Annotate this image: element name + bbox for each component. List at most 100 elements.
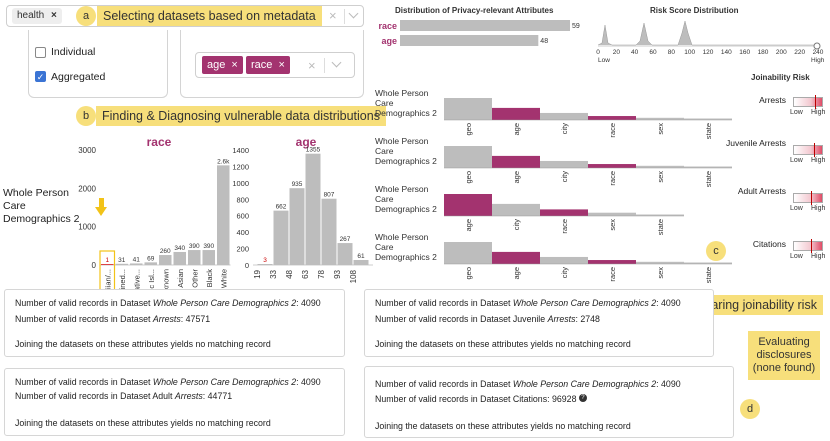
close-icon[interactable]: × <box>51 10 57 21</box>
disclosure-result: Joining the datasets on these attributes… <box>15 339 271 349</box>
privacy-attr-bar[interactable] <box>400 20 570 31</box>
risk-heat-marker <box>814 143 815 157</box>
join-attr-bar[interactable] <box>588 260 636 264</box>
dataset-label-line: Care <box>3 200 26 212</box>
dataset-label-line: Whole Person <box>3 187 69 199</box>
race-category-label: Native... <box>132 269 141 297</box>
race-bar[interactable] <box>217 165 230 265</box>
age-bar[interactable] <box>305 153 321 265</box>
join-attr-bar[interactable] <box>540 209 588 216</box>
race-category-label: Asian <box>176 269 185 288</box>
dataset-label-left: Whole Person Care Demographics 2 <box>3 187 79 226</box>
join-attr-bar[interactable] <box>444 242 492 264</box>
risk-heat-marker <box>814 95 816 109</box>
age-bar[interactable] <box>289 188 305 265</box>
join-attr-bar[interactable] <box>444 146 492 168</box>
y-tick-label: 1400 <box>232 146 249 155</box>
race-bar[interactable] <box>202 250 216 265</box>
join-attr-bar[interactable] <box>540 160 588 168</box>
risk-heat-bar <box>793 241 823 251</box>
privacy-dist-title: Distribution of Privacy-relevant Attribu… <box>395 6 554 15</box>
privacy-attr-bar[interactable] <box>400 35 539 46</box>
chevron-down-icon[interactable] <box>331 57 342 68</box>
join-attr-label: geo <box>464 171 473 184</box>
close-icon[interactable]: × <box>231 59 238 71</box>
join-attr-bar[interactable] <box>492 251 540 264</box>
join-attr-bar[interactable] <box>684 166 732 169</box>
join-dataset-name-line: Demographics 2 <box>375 156 437 166</box>
join-attr-label: age <box>464 219 473 232</box>
race-bar[interactable] <box>188 250 201 265</box>
checkbox-aggregated[interactable]: ✓ <box>35 71 46 82</box>
join-dataset-name-line: Care <box>375 242 394 252</box>
attribute-chip-race[interactable]: race × <box>246 56 290 74</box>
risk-low-label: Low <box>790 109 803 116</box>
join-attr-bar[interactable] <box>636 117 684 120</box>
race-bar-value: 69 <box>147 255 155 262</box>
search-tag-health[interactable]: health × <box>12 8 62 24</box>
age-bar[interactable] <box>257 264 273 265</box>
attribute-chip-age[interactable]: age × <box>202 56 243 74</box>
join-attr-bar[interactable] <box>588 164 636 168</box>
join-attr-bar[interactable] <box>444 194 492 216</box>
join-attr-label: race <box>608 171 617 186</box>
close-icon[interactable]: × <box>278 59 285 71</box>
race-bar[interactable] <box>159 255 172 265</box>
checkbox-individual[interactable] <box>35 47 46 58</box>
join-attr-bar[interactable] <box>636 214 684 217</box>
y-tick-label: 1000 <box>78 223 96 232</box>
race-bar[interactable] <box>115 263 129 265</box>
join-attr-bar[interactable] <box>588 212 636 216</box>
risk-high-label: High <box>811 109 826 116</box>
race-bar[interactable] <box>144 262 158 265</box>
race-bar[interactable] <box>130 263 143 265</box>
join-attr-bar[interactable] <box>636 261 684 264</box>
join-dataset-name: Whole Person Care Demographics 2 <box>375 232 437 262</box>
risk-high-label: High <box>811 253 826 260</box>
age-bar-value: 1355 <box>306 147 321 154</box>
attribute-chip-label: race <box>251 59 273 71</box>
join-attr-bar[interactable] <box>492 155 540 168</box>
race-chart-title: race <box>147 135 172 149</box>
search-tag-label: health <box>17 10 45 21</box>
age-bar[interactable] <box>353 259 369 265</box>
risk-heat-marker <box>811 191 812 205</box>
joinability-charts: geo age city race sex state geo age city race sex s… <box>444 98 732 283</box>
race-bar-value: 41 <box>133 256 141 263</box>
join-attr-bar[interactable] <box>540 256 588 264</box>
disclosure-panel-adult-arrests: Number of valid records in Dataset Whole… <box>4 368 345 436</box>
privacy-dist-chart: race 59 age 48 <box>378 20 580 46</box>
risk-heat-marker <box>811 239 812 253</box>
race-bar[interactable] <box>101 264 114 265</box>
join-attr-bar[interactable] <box>588 116 636 120</box>
risk-tick-label: 20 <box>613 49 621 56</box>
join-attr-label: geo <box>464 267 473 280</box>
join-attr-bar[interactable] <box>492 203 540 216</box>
race-bar[interactable] <box>173 251 187 265</box>
age-bar[interactable] <box>273 210 289 265</box>
join-attr-bar[interactable] <box>636 165 684 168</box>
age-bar[interactable] <box>337 243 353 265</box>
join-attr-bar[interactable] <box>444 98 492 120</box>
join-attr-bar[interactable] <box>540 112 588 120</box>
disclosure-result: Joining the datasets on these attributes… <box>15 418 271 428</box>
help-icon[interactable]: ? <box>578 394 587 402</box>
risk-slider-handle[interactable] <box>813 42 821 50</box>
join-attr-bar[interactable] <box>492 107 540 120</box>
risk-tick-label: 40 <box>631 49 639 56</box>
age-category-label: 93 <box>333 269 342 278</box>
chevron-down-icon[interactable] <box>348 8 359 19</box>
risk-high-label: High <box>811 205 826 212</box>
join-attr-bar[interactable] <box>684 118 732 121</box>
risk-low-label: Low <box>598 57 610 64</box>
clear-icon[interactable]: × <box>308 58 316 73</box>
risk-tick-label: 80 <box>668 49 676 56</box>
clear-icon[interactable]: × <box>329 8 337 23</box>
join-attr-bar[interactable] <box>684 262 732 265</box>
join-attr-label: sex <box>656 123 665 135</box>
disclosure-line-2: Number of valid records in Dataset Citat… <box>375 394 587 404</box>
risk-low-label: Low <box>790 157 803 164</box>
race-category-label: Black <box>205 269 214 288</box>
attribute-select[interactable]: age × race × × <box>195 52 355 78</box>
age-bar[interactable] <box>321 198 337 265</box>
